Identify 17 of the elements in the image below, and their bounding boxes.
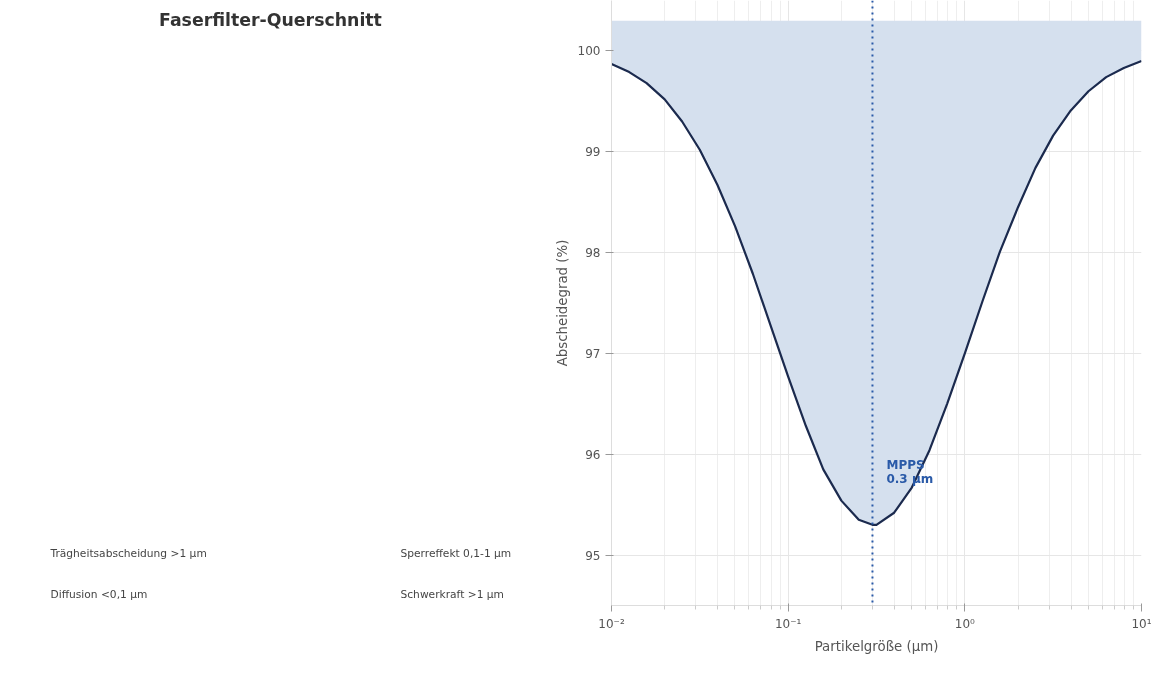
y-axis-title: Abscheidegrad (%) [554,239,570,367]
text: Trägheitsabscheidung >1 µm [49,546,207,560]
x-tick-label: 10⁻¹ [774,616,802,631]
x-tick-label: 10¹ [1131,616,1152,631]
x-axis-title: Partikelgröße (µm) [814,638,939,654]
x-tick-label: 10⁰ [954,616,976,631]
y-tick-label: 99 [585,145,601,160]
text: Sperreffekt 0,1-1 µm [400,546,512,560]
text: Diffusion <0,1 µm [50,587,148,601]
text: Schwerkraft >1 µm [400,587,504,601]
text: Faserfilter-Querschnitt [159,9,382,30]
y-tick-label: 95 [585,548,601,563]
y-tick-label: 97 [585,346,601,361]
y-tick-label: 96 [585,447,601,462]
x-tick-label: 10⁻² [598,616,625,631]
y-tick-label: 98 [585,246,601,261]
y-tick-label: 100 [577,44,601,59]
